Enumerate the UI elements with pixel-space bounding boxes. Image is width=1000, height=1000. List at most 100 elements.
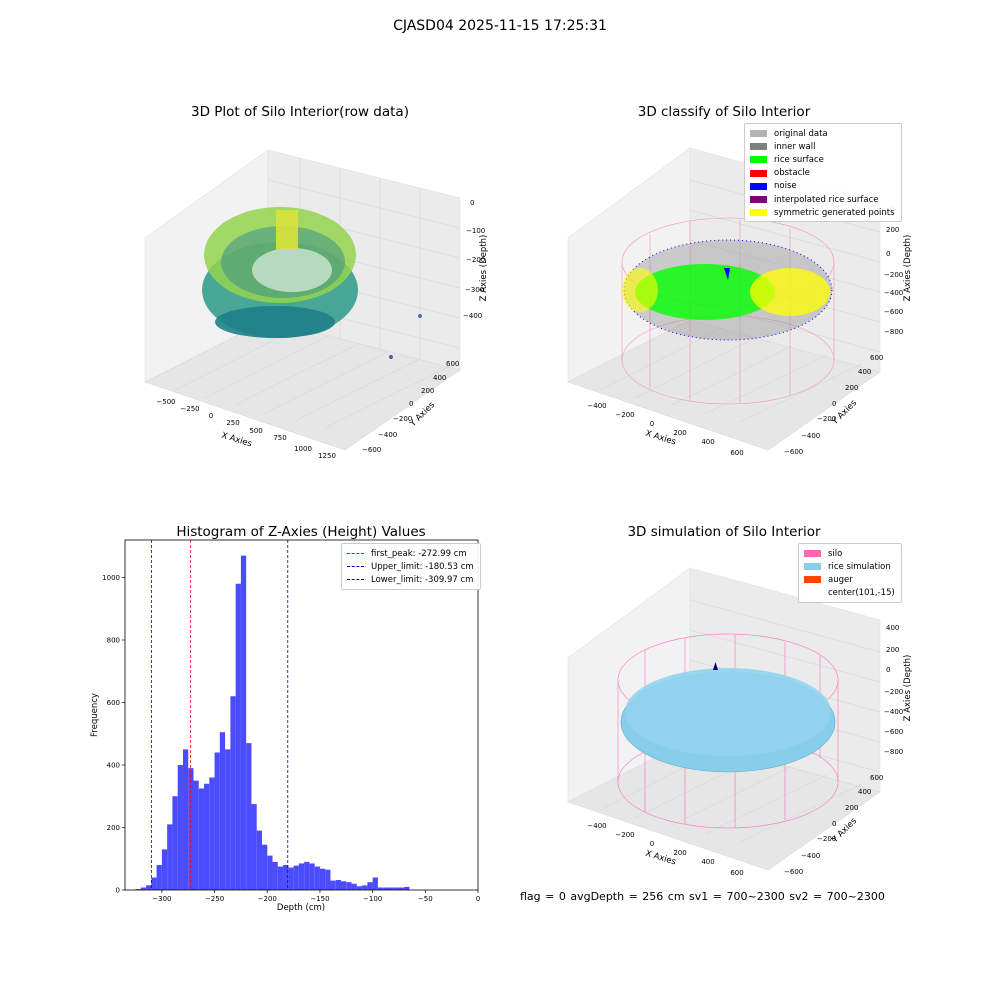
histogram-bar bbox=[277, 866, 284, 890]
svg-text:−200: −200 bbox=[817, 835, 836, 843]
histogram-bar bbox=[341, 881, 347, 890]
svg-text:−600: −600 bbox=[884, 308, 903, 316]
histogram-bar bbox=[146, 885, 152, 890]
histogram-bar bbox=[188, 768, 194, 890]
histogram-bar bbox=[256, 830, 262, 890]
svg-text:200: 200 bbox=[673, 429, 686, 437]
histogram-bar bbox=[261, 844, 268, 890]
plot4-zlabel: Z Axies (Depth) bbox=[903, 655, 913, 722]
histogram-bar bbox=[356, 886, 363, 890]
plot4-z-tick-labels: 400 200 0 −200 −400 −600 −800 bbox=[884, 624, 903, 756]
histogram-x-ticks: −300 −250 −200 −150 −100 −50 0 bbox=[152, 890, 480, 903]
histogram-bar bbox=[377, 887, 384, 890]
svg-text:−400: −400 bbox=[884, 289, 903, 297]
svg-text:0: 0 bbox=[409, 400, 413, 408]
histogram-bar bbox=[267, 855, 273, 890]
histogram-bar bbox=[304, 861, 310, 890]
plot2-classified-points bbox=[622, 239, 833, 341]
svg-text:−200: −200 bbox=[884, 688, 903, 696]
legend-item-first-peak: first_peak: -272.99 cm bbox=[347, 547, 474, 560]
histogram-bar bbox=[177, 765, 183, 890]
histogram-legend: first_peak: -272.99 cm Upper_limit: -180… bbox=[341, 543, 481, 590]
legend-item-rice-surface: rice surface bbox=[750, 153, 895, 166]
svg-text:0: 0 bbox=[209, 412, 213, 420]
plot2-x-tick-labels: −400 −200 0 200 400 600 bbox=[587, 402, 743, 457]
histogram-bar bbox=[346, 882, 352, 890]
histogram-xlabel: Depth (cm) bbox=[277, 903, 325, 913]
svg-text:600: 600 bbox=[730, 449, 743, 457]
histogram-bar bbox=[225, 749, 231, 890]
histogram-title: Histogram of Z-Axies (Height) Values bbox=[176, 524, 426, 540]
svg-text:−800: −800 bbox=[884, 748, 903, 756]
legend-swatch bbox=[750, 130, 767, 138]
svg-text:400: 400 bbox=[858, 788, 871, 796]
legend-line bbox=[347, 579, 364, 581]
histogram-bar bbox=[209, 777, 215, 890]
y-tick-label: 400 bbox=[107, 762, 120, 770]
histogram-bar bbox=[283, 865, 289, 890]
plot4-auger-icon bbox=[713, 662, 718, 670]
legend-swatch bbox=[804, 576, 821, 584]
svg-text:200: 200 bbox=[421, 387, 434, 395]
x-tick-label: 0 bbox=[476, 895, 480, 903]
svg-text:400: 400 bbox=[886, 624, 899, 632]
histogram-bar bbox=[325, 869, 331, 890]
svg-text:250: 250 bbox=[226, 419, 239, 427]
svg-text:−200: −200 bbox=[884, 271, 903, 279]
legend-line bbox=[347, 566, 364, 568]
histogram-y-ticks: 0 200 400 600 800 1000 bbox=[102, 574, 125, 895]
x-tick-label: −100 bbox=[363, 895, 382, 903]
svg-text:−400: −400 bbox=[587, 822, 606, 830]
histogram-bar bbox=[314, 866, 320, 890]
plot1-zlabel: Z Axies (Depth) bbox=[479, 235, 489, 302]
histogram-ylabel: Frequency bbox=[90, 693, 100, 737]
histogram-bar bbox=[214, 752, 220, 890]
histogram-bar bbox=[219, 732, 226, 890]
svg-text:−200: −200 bbox=[466, 256, 485, 264]
svg-text:0: 0 bbox=[650, 420, 654, 428]
legend-item-center: center(101,-15) bbox=[804, 587, 895, 600]
legend-line bbox=[347, 553, 364, 555]
svg-text:−250: −250 bbox=[180, 405, 199, 413]
histogram-bar bbox=[335, 880, 342, 890]
legend-item-noise: noise bbox=[750, 180, 895, 193]
histogram-reference-lines bbox=[150, 540, 289, 890]
plot1-z-tick-labels: 0 −100 −200 −300 −400 bbox=[463, 199, 485, 320]
plot2-title: 3D classify of Silo Interior bbox=[637, 104, 811, 120]
plot1-title: 3D Plot of Silo Interior(row data) bbox=[191, 104, 409, 120]
legend-item-silo: silo bbox=[804, 547, 895, 560]
svg-text:0: 0 bbox=[470, 199, 474, 207]
histogram-bar bbox=[393, 887, 399, 890]
legend-item-interpolated: interpolated rice surface bbox=[750, 193, 895, 206]
svg-text:−600: −600 bbox=[784, 448, 803, 456]
svg-text:1000: 1000 bbox=[294, 445, 312, 453]
legend-item-rice-simulation: rice simulation bbox=[804, 560, 895, 573]
svg-text:400: 400 bbox=[701, 438, 714, 446]
plot1-point-cloud bbox=[202, 207, 422, 359]
svg-text:200: 200 bbox=[845, 804, 858, 812]
svg-text:−600: −600 bbox=[784, 868, 803, 876]
svg-text:0: 0 bbox=[886, 666, 890, 674]
x-tick-label: −150 bbox=[310, 895, 329, 903]
legend-swatch bbox=[750, 156, 767, 164]
histogram-bar bbox=[151, 877, 157, 890]
histogram-bar bbox=[198, 788, 205, 890]
svg-text:200: 200 bbox=[886, 226, 899, 234]
plot2-legend: original data inner wall rice surface ob… bbox=[744, 123, 902, 223]
histogram-bar bbox=[298, 863, 305, 890]
plot1-y-tick-labels: −600 −400 −200 0 200 400 600 bbox=[362, 360, 459, 454]
svg-text:−200: −200 bbox=[393, 415, 412, 423]
legend-item-lower-limit: Lower_limit: -309.97 cm bbox=[347, 573, 474, 586]
svg-text:−600: −600 bbox=[884, 728, 903, 736]
svg-text:200: 200 bbox=[673, 849, 686, 857]
plot2-y-tick-labels: −600 −400 −200 0 200 400 600 bbox=[784, 354, 883, 456]
histogram-bar bbox=[309, 863, 315, 890]
histogram-bar bbox=[319, 868, 326, 890]
histogram-bar bbox=[246, 743, 252, 890]
x-tick-label: −50 bbox=[418, 895, 433, 903]
histogram-bar bbox=[193, 780, 199, 890]
svg-text:−400: −400 bbox=[463, 312, 482, 320]
